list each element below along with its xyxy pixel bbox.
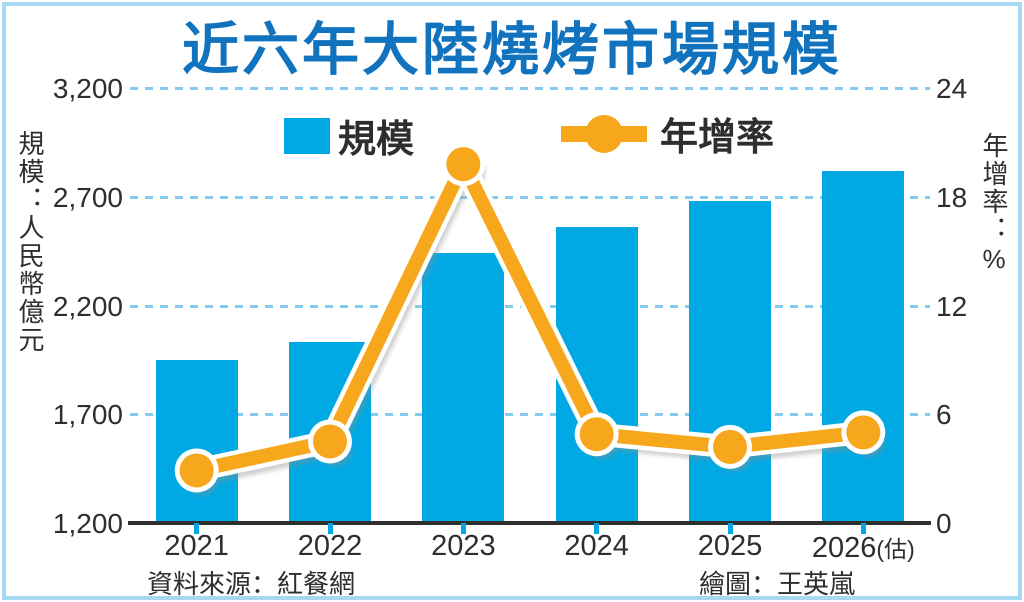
legend-bar-label: 規模	[338, 119, 415, 161]
legend-line-label: 年增率	[660, 117, 775, 159]
bar-2021	[155, 359, 238, 523]
bar-2024	[555, 227, 638, 523]
x-axis-label: 2021	[164, 530, 229, 562]
x-axis-tickmark	[727, 523, 733, 534]
bar-2023	[422, 253, 505, 523]
right-axis-tick-label: 12	[936, 290, 968, 322]
credit-note: 繪圖：王英嵐	[699, 569, 856, 599]
x-axis-label: 2023	[431, 530, 496, 562]
left-axis-tick-label: 1,200	[52, 508, 123, 539]
line-swatch-icon	[561, 114, 647, 153]
x-axis-tickmark	[594, 523, 600, 534]
left-axis-tick-label: 2,200	[52, 290, 123, 322]
right-axis-tick-label: 24	[936, 73, 968, 104]
right-axis-title: 年增率：%	[979, 132, 1009, 276]
x-axis-label: 2026(估)	[811, 532, 915, 564]
bar-2025	[689, 201, 771, 523]
gridline	[130, 87, 930, 90]
bar-2026	[822, 170, 905, 523]
left-axis-tick-label: 2,700	[52, 181, 123, 213]
left-axis-title: 規模：人民幣億元	[15, 130, 45, 354]
right-axis-tick-label: 0	[936, 508, 952, 539]
left-axis-tick-label: 3,200	[52, 73, 123, 104]
gridline	[130, 413, 930, 417]
x-axis-tickmark	[460, 523, 466, 534]
x-axis-tickmark	[327, 523, 333, 534]
bar-2022	[289, 342, 371, 523]
x-axis-tickmark	[860, 523, 866, 534]
x-axis-label: 2024	[564, 530, 629, 562]
right-axis-tick-label: 6	[936, 399, 952, 431]
bar-swatch-icon	[284, 117, 330, 154]
x-axis-label: 2025	[697, 530, 763, 562]
legend-item-growth: 年增率	[556, 106, 774, 161]
growth-point	[441, 142, 486, 187]
chart-title: 近六年大陸燒烤市場規模	[182, 18, 842, 82]
legend-item-scale: 規模	[284, 108, 414, 163]
gridline	[130, 304, 930, 308]
gridline	[130, 195, 930, 199]
growth-point-dot	[446, 147, 481, 182]
left-axis-tick-label: 1,700	[52, 399, 123, 431]
right-axis-tick-label: 18	[936, 181, 968, 213]
source-note: 資料來源：紅餐網	[147, 569, 356, 599]
x-axis-label: 2022	[297, 530, 363, 562]
x-axis-line	[128, 521, 931, 525]
x-axis-tickmark	[194, 523, 200, 534]
